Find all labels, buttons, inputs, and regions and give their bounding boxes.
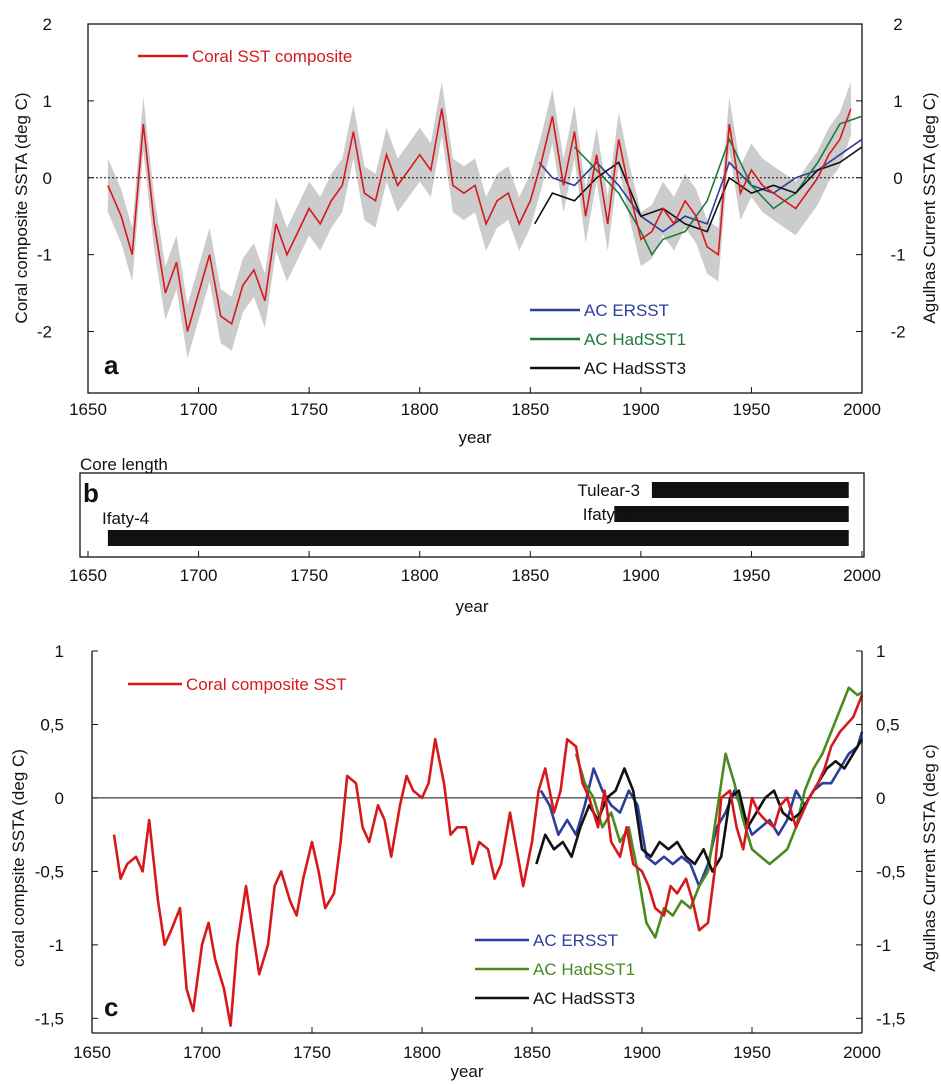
x-tick-label: 1850 bbox=[511, 566, 549, 585]
y-tick-label-right: 2 bbox=[893, 15, 902, 34]
panel-b-core-bars: Tulear-3 Ifaty-1 Ifaty-4 bbox=[102, 481, 849, 546]
y-tick-label: 2 bbox=[43, 15, 52, 34]
uncertainty-band bbox=[107, 81, 851, 359]
core-label: Ifaty-1 bbox=[583, 505, 630, 524]
x-tick-label: 1950 bbox=[733, 566, 771, 585]
legend-label: AC HadSST1 bbox=[533, 960, 635, 979]
x-tick-label: 1700 bbox=[180, 566, 218, 585]
legend-label: Coral SST composite bbox=[192, 47, 352, 66]
panel-c-letter: c bbox=[104, 992, 118, 1022]
legend-label: AC ERSST bbox=[533, 931, 618, 950]
y-tick-label-right: 1 bbox=[893, 92, 902, 111]
panel-b-letter: b bbox=[83, 478, 99, 508]
panel-a-frame bbox=[87, 23, 863, 394]
y-tick-label-right: -1,5 bbox=[876, 1009, 905, 1028]
series-line-coral-sst-composite bbox=[107, 108, 852, 332]
y-tick-label-right: 0 bbox=[876, 789, 885, 808]
panel-b: Core length b Tulear-3 Ifaty-1 Ifaty-4 165… bbox=[69, 455, 881, 616]
x-tick-label: 1750 bbox=[293, 1043, 331, 1062]
x-tick-label: 1900 bbox=[622, 400, 660, 419]
x-tick-label: 2000 bbox=[843, 566, 881, 585]
legend-label: Coral composite SST bbox=[186, 675, 347, 694]
x-tick-label: 1750 bbox=[290, 400, 328, 419]
panel-a-ylabel: Coral composite SSTA (deg C) bbox=[12, 92, 31, 323]
panel-b-xlabel: year bbox=[455, 597, 488, 616]
panel-c: 1650 1700 1750 1800 1850 1900 1950 2000 1 0,5 0 -0,… bbox=[9, 642, 939, 1081]
panel-c-legend: Coral composite SST AC ERSST AC HadSST1 AC … bbox=[128, 675, 635, 1008]
x-tick-label: 2000 bbox=[843, 1043, 881, 1062]
y-tick-label: -2 bbox=[37, 323, 52, 342]
series-line-coral-composite-sst bbox=[112, 694, 864, 1027]
panel-a-xlabel: year bbox=[458, 428, 491, 447]
x-tick-label: 1650 bbox=[69, 566, 107, 585]
core-bar-ifaty-1 bbox=[614, 506, 849, 522]
y-tick-label: -1 bbox=[49, 936, 64, 955]
panel-a-uncertainty-band bbox=[107, 81, 851, 359]
x-tick-label: 1800 bbox=[401, 400, 439, 419]
y-tick-label: 1 bbox=[43, 92, 52, 111]
panel-b-frame bbox=[79, 472, 865, 558]
panel-a-legend: Coral SST composite AC ERSST AC HadSST1 AC … bbox=[138, 47, 686, 378]
y-tick-label: -1 bbox=[37, 246, 52, 265]
legend-label: AC ERSST bbox=[584, 301, 669, 320]
panel-b-axes: 1650 1700 1750 1800 1850 1900 1950 2000 bbox=[69, 551, 881, 585]
x-tick-label: 1750 bbox=[290, 566, 328, 585]
series-line-ac-ersst bbox=[538, 138, 863, 233]
panel-b-title: Core length bbox=[80, 455, 168, 474]
panel-c-axes: 1650 1700 1750 1800 1850 1900 1950 2000 1 0,5 0 -0,… bbox=[35, 642, 906, 1062]
y-tick-label-right: -1 bbox=[876, 936, 891, 955]
panel-c-xlabel: year bbox=[450, 1062, 483, 1081]
x-tick-label: 1650 bbox=[73, 1043, 111, 1062]
panel-c-ylabel: coral compsite SSTA (deg C) bbox=[9, 749, 28, 967]
y-tick-label: 0,5 bbox=[40, 715, 64, 734]
y-tick-label: 1 bbox=[55, 642, 64, 661]
legend-label: AC HadSST3 bbox=[533, 989, 635, 1008]
y-tick-label-right: 0 bbox=[893, 169, 902, 188]
panel-a-series bbox=[107, 108, 863, 332]
y-tick-label: -0,5 bbox=[35, 862, 64, 881]
x-tick-label: 1900 bbox=[623, 1043, 661, 1062]
x-tick-label: 1800 bbox=[403, 1043, 441, 1062]
legend-label: AC HadSST3 bbox=[584, 359, 686, 378]
x-tick-label: 1950 bbox=[733, 1043, 771, 1062]
x-tick-label: 1800 bbox=[401, 566, 439, 585]
panel-a-letter: a bbox=[104, 350, 119, 380]
legend-label: AC HadSST1 bbox=[584, 330, 686, 349]
panel-c-ylabel-right: Agulhas Current SSTA (deg c) bbox=[920, 744, 939, 971]
panel-a: 1650 1700 1750 1800 1850 1900 1950 2000 2 1 0 -1 -2 2… bbox=[12, 15, 939, 447]
series-line-ac-hadsst3 bbox=[534, 146, 863, 233]
y-tick-label-right: 0,5 bbox=[876, 715, 900, 734]
x-tick-label: 2000 bbox=[843, 400, 881, 419]
y-tick-label: 0 bbox=[43, 169, 52, 188]
x-tick-label: 1850 bbox=[513, 1043, 551, 1062]
x-tick-label: 1950 bbox=[733, 400, 771, 419]
y-tick-label-right: -0,5 bbox=[876, 862, 905, 881]
panel-c-series bbox=[112, 686, 864, 1027]
core-label: Ifaty-4 bbox=[102, 509, 149, 528]
x-tick-label: 1700 bbox=[180, 400, 218, 419]
x-tick-label: 1650 bbox=[69, 400, 107, 419]
y-tick-label: -1,5 bbox=[35, 1009, 64, 1028]
core-bar-tulear-3 bbox=[651, 482, 849, 498]
series-line-ac-hadsst1 bbox=[573, 115, 863, 257]
x-tick-label: 1700 bbox=[183, 1043, 221, 1062]
core-bar-ifaty-4 bbox=[107, 530, 849, 546]
x-tick-label: 1850 bbox=[511, 400, 549, 419]
y-tick-label-right: -2 bbox=[890, 323, 905, 342]
panel-a-axes: 1650 1700 1750 1800 1850 1900 1950 2000 2 1 0 -1 -2 2… bbox=[37, 15, 906, 419]
y-tick-label-right: 1 bbox=[876, 642, 885, 661]
y-tick-label-right: -1 bbox=[890, 246, 905, 265]
y-tick-label: 0 bbox=[55, 789, 64, 808]
x-tick-label: 1900 bbox=[622, 566, 660, 585]
core-label: Tulear-3 bbox=[577, 481, 640, 500]
panel-a-ylabel-right: Agulhas Current SSTA (deg C) bbox=[920, 92, 939, 323]
